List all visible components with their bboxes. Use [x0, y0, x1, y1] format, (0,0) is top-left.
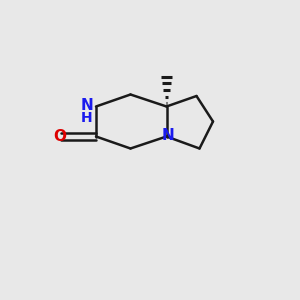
Text: N: N	[81, 98, 93, 112]
Text: N: N	[162, 128, 174, 142]
Text: O: O	[53, 129, 67, 144]
Text: H: H	[81, 111, 93, 125]
